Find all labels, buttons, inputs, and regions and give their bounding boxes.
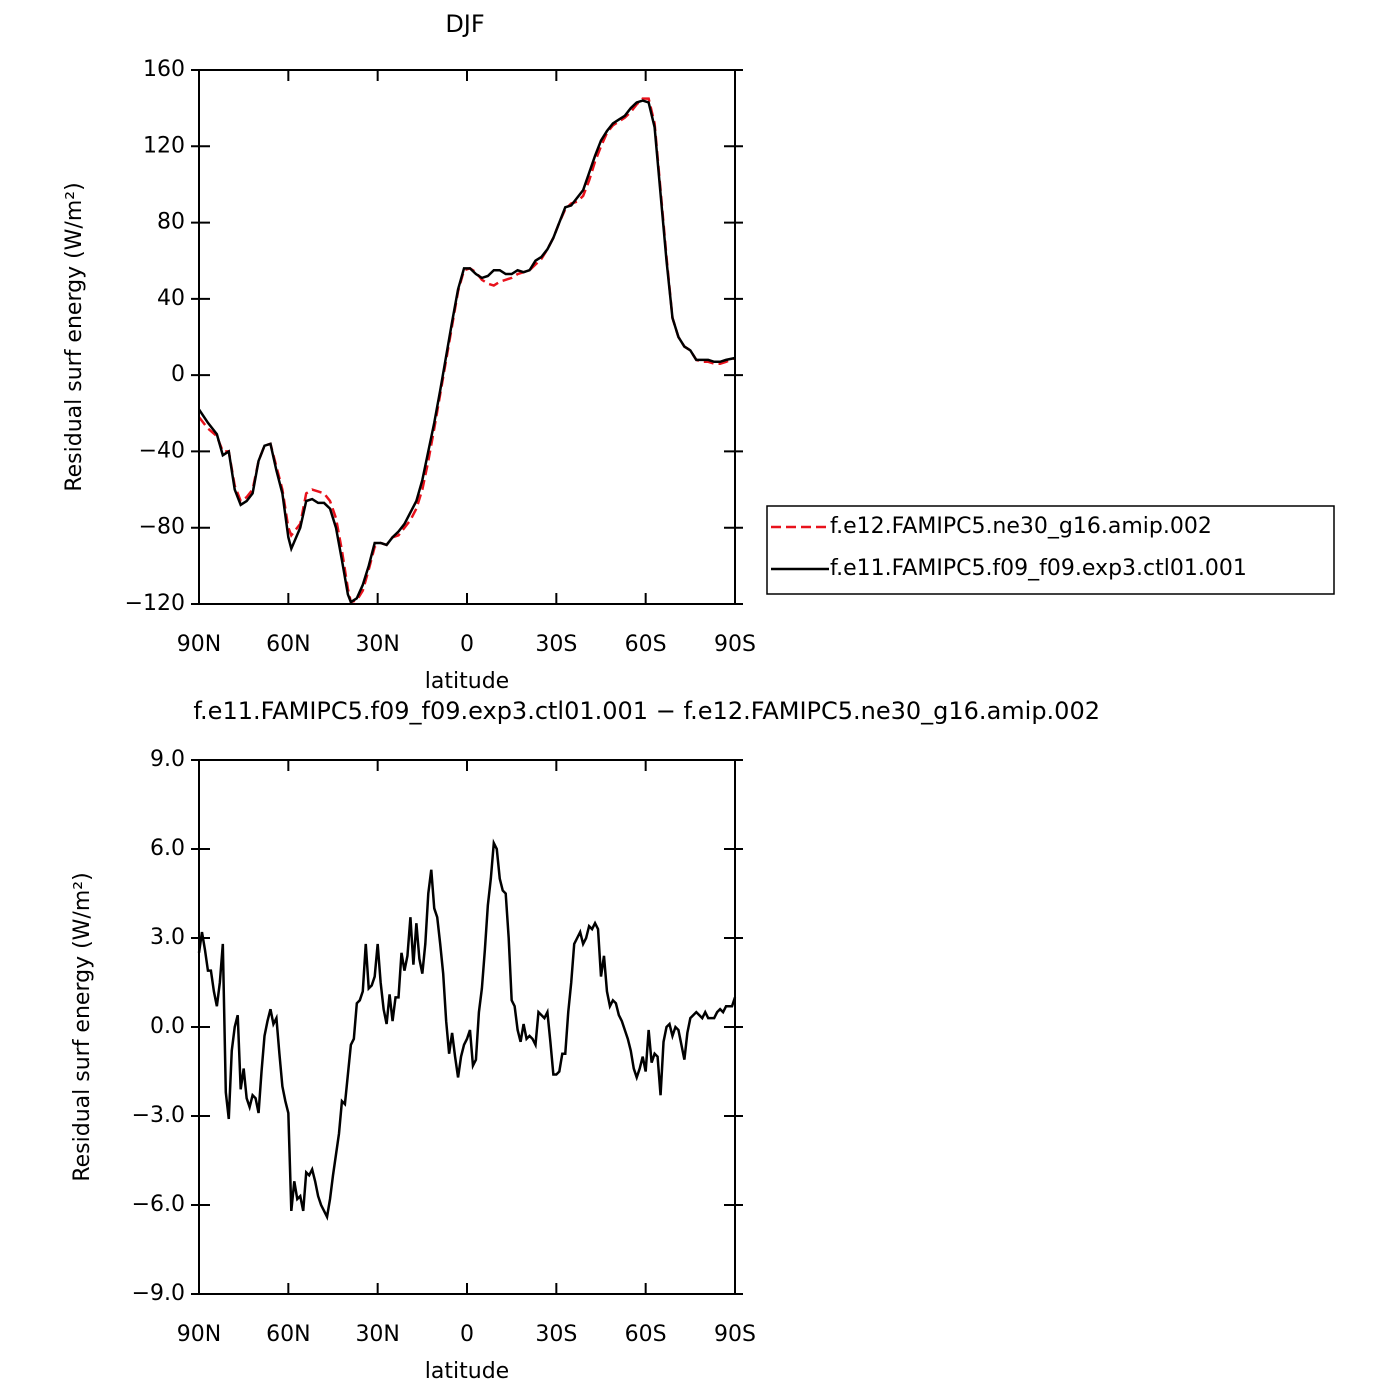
x-tick-label: 30N — [355, 1322, 399, 1347]
x-tick-label: 30S — [535, 632, 577, 657]
y-tick-label: 6.0 — [150, 836, 185, 861]
x-tick-label: 60N — [266, 1322, 310, 1347]
legend-label: f.e12.FAMIPC5.ne30_g16.amip.002 — [830, 514, 1212, 539]
x-axis-label: latitude — [425, 669, 509, 694]
x-tick-label: 60S — [625, 632, 667, 657]
y-tick-label: 80 — [157, 210, 185, 235]
data-line — [198, 97, 736, 604]
y-tick-label: 9.0 — [150, 747, 185, 772]
y-tick-label: −6.0 — [132, 1192, 185, 1217]
x-tick-label: 90S — [714, 632, 756, 657]
y-tick-label: −40 — [139, 438, 185, 463]
legend-box — [766, 505, 1335, 595]
y-tick-label: 0 — [171, 362, 185, 387]
y-tick-label: −80 — [139, 515, 185, 540]
x-tick-label: 60N — [266, 632, 310, 657]
y-tick-label: 120 — [143, 133, 185, 158]
y-tick-label: 0.0 — [150, 1014, 185, 1039]
x-tick-label: 0 — [460, 1322, 474, 1347]
x-tick-label: 30S — [535, 1322, 577, 1347]
y-tick-label: −3.0 — [132, 1103, 185, 1128]
chart-title: DJF — [445, 10, 484, 38]
plot-frame — [198, 759, 736, 1295]
data-line — [197, 838, 737, 1221]
x-tick-label: 60S — [625, 1322, 667, 1347]
plot-frame — [198, 69, 736, 605]
x-tick-label: 0 — [460, 632, 474, 657]
y-tick-label: 40 — [157, 286, 185, 311]
y-tick-label: −9.0 — [132, 1281, 185, 1306]
x-tick-label: 90S — [714, 1322, 756, 1347]
y-axis-label: Residual surf energy (W/m²) — [70, 872, 95, 1181]
x-axis-label: latitude — [425, 1359, 509, 1384]
x-tick-label: 90N — [177, 1322, 221, 1347]
data-line — [197, 99, 736, 604]
chart-title: f.e11.FAMIPC5.f09_f09.exp3.ctl01.001 − f… — [193, 697, 1100, 725]
y-tick-label: 160 — [143, 57, 185, 82]
x-tick-label: 90N — [177, 632, 221, 657]
y-axis-label: Residual surf energy (W/m²) — [62, 182, 87, 491]
y-tick-label: 3.0 — [150, 925, 185, 950]
legend-label: f.e11.FAMIPC5.f09_f09.exp3.ctl01.001 — [830, 556, 1247, 581]
x-tick-label: 30N — [355, 632, 399, 657]
y-tick-label: −120 — [125, 591, 185, 616]
